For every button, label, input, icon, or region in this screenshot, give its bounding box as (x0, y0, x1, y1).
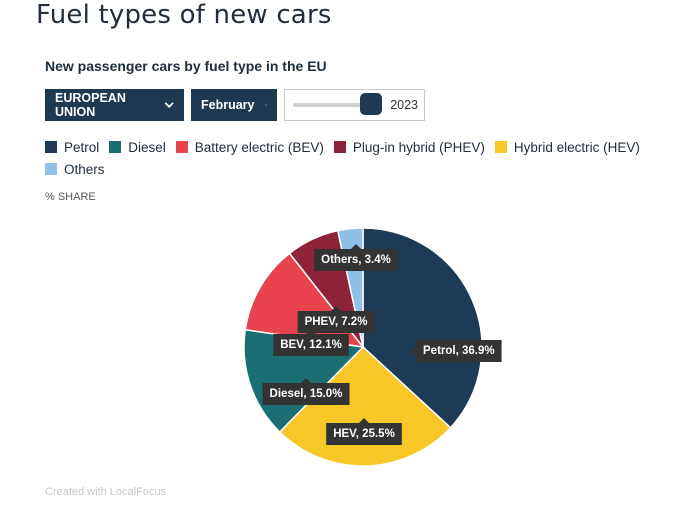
chevron-down-icon (264, 104, 267, 106)
data-label-pointer (331, 306, 341, 311)
data-label-text: HEV, 25.5% (333, 428, 395, 440)
year-slider[interactable]: 2023 (284, 89, 425, 121)
legend-item[interactable]: Plug-in hybrid (PHEV) (333, 139, 485, 155)
page-title: Fuel types of new cars (36, 0, 332, 30)
legend-swatch (45, 141, 57, 153)
legend-swatch (175, 141, 188, 153)
chart-legend: Petrol Diesel Battery electric (BEV) Plug-i… (45, 139, 645, 177)
legend-label: Petrol (64, 139, 100, 155)
data-label-pointer (301, 378, 311, 383)
data-label-text: Others, 3.4% (321, 254, 391, 266)
month-dropdown[interactable]: February (191, 89, 277, 121)
data-label-pointer (351, 244, 361, 249)
chart-title: New passenger cars by fuel type in the E… (45, 58, 327, 74)
legend-item[interactable]: Others (45, 161, 105, 177)
unit-label: % SHARE (45, 191, 96, 203)
legend-label: Diesel (128, 139, 166, 155)
month-dropdown-label: February (201, 98, 255, 112)
legend-item[interactable]: Hybrid electric (HEV) (494, 139, 640, 155)
data-label-box (416, 340, 502, 362)
pie-slice-hev[interactable] (278, 345, 452, 467)
legend-label: Others (64, 161, 105, 177)
legend-label: Battery electric (BEV) (194, 139, 324, 155)
legend-label: Plug-in hybrid (PHEV) (352, 139, 485, 155)
legend-item[interactable]: Petrol (45, 139, 99, 155)
data-label-others: Others, 3.4% (314, 244, 398, 271)
data-label-text: Diesel, 15.0% (270, 388, 343, 400)
data-label-hev: HEV, 25.5% (326, 418, 402, 445)
data-label-box (297, 311, 375, 333)
data-label-text: BEV, 12.1% (280, 339, 342, 351)
legend-swatch (333, 141, 346, 153)
data-label-pointer (411, 346, 416, 356)
data-label-text: Petrol, 36.9% (423, 345, 495, 357)
year-slider-track[interactable] (293, 93, 383, 115)
data-label-petrol: Petrol, 36.9% (411, 340, 502, 362)
legend-item[interactable]: Battery electric (BEV) (175, 139, 324, 155)
credit-text: Created with LocalFocus (45, 486, 167, 498)
region-dropdown-label: EUROPEAN UNION (55, 91, 126, 119)
data-label-pointer (359, 418, 369, 423)
data-label-text: PHEV, 7.2% (305, 316, 368, 328)
data-label-phev: PHEV, 7.2% (297, 306, 375, 333)
chevron-down-icon (164, 102, 174, 108)
region-dropdown[interactable]: EUROPEAN UNION (45, 89, 184, 121)
data-label-box (273, 334, 349, 356)
data-label-diesel: Diesel, 15.0% (262, 378, 350, 405)
year-value: 2023 (390, 98, 418, 112)
chart-controls: EUROPEAN UNION February 2023 (45, 89, 425, 121)
legend-swatch (45, 163, 57, 175)
year-slider-handle[interactable] (360, 93, 383, 115)
legend-item[interactable]: Diesel (109, 139, 166, 155)
legend-label: Hybrid electric (HEV) (513, 139, 640, 155)
data-label-box (314, 249, 398, 271)
data-label-box (326, 423, 402, 445)
pie-slice-petrol[interactable] (362, 227, 483, 429)
data-label-box (262, 383, 350, 405)
legend-swatch (494, 141, 507, 153)
legend-swatch (109, 141, 122, 153)
